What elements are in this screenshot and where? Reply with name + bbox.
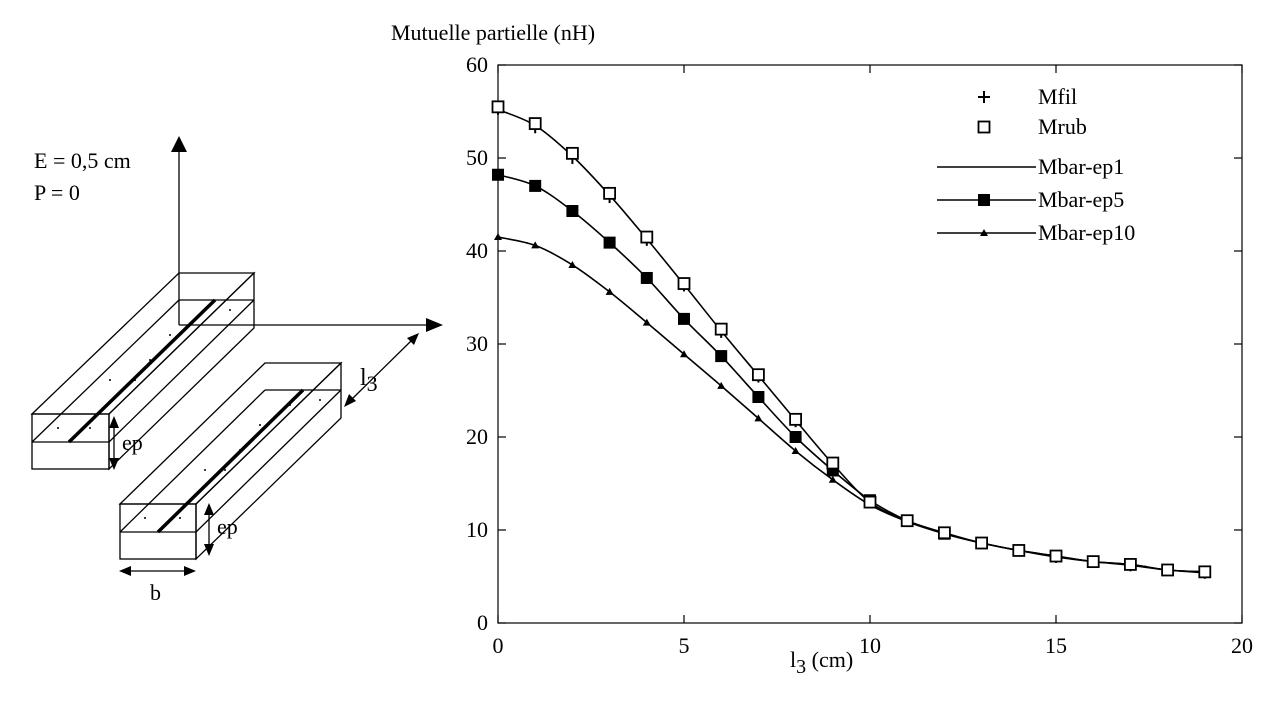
l3-arrow xyxy=(344,333,419,407)
data-point-mrub xyxy=(604,188,615,199)
plot-frame xyxy=(498,65,1242,623)
y-tick-label: 30 xyxy=(466,331,488,356)
data-point-mrub xyxy=(865,497,876,508)
data-point-mrub xyxy=(1199,566,1210,577)
y-tick-label: 40 xyxy=(466,238,488,263)
data-point-mbar-ep5 xyxy=(752,391,764,403)
data-point-mrub xyxy=(679,278,690,289)
data-point-mbar-ep5 xyxy=(604,237,616,249)
vertical-axis-arrowhead xyxy=(171,136,187,152)
legend-item: Mbar-ep10 xyxy=(937,220,1135,245)
data-point-mrub xyxy=(1162,564,1173,575)
data-point-mrub xyxy=(976,538,987,549)
series-mbar-ep1 xyxy=(498,110,1205,573)
data-point-mrub xyxy=(790,414,801,425)
legend-label: Mbar-ep10 xyxy=(1038,220,1135,245)
data-point-mrub xyxy=(1125,559,1136,570)
x-tick-label: 20 xyxy=(1231,633,1253,658)
x-tick-label: 10 xyxy=(859,633,881,658)
y-axis-title: Mutuelle partielle (nH) xyxy=(391,20,595,45)
legend-label: Mfil xyxy=(1038,84,1077,109)
bar-back xyxy=(32,273,254,469)
data-point-mrub xyxy=(493,101,504,112)
p-label: P = 0 xyxy=(34,180,80,205)
y-tick-label: 10 xyxy=(466,517,488,542)
data-point-mrub xyxy=(1051,551,1062,562)
legend-item: Mrub xyxy=(979,114,1087,139)
legend: Mfil Mrub Mbar-ep1 Mbar-ep5 Mbar-ep10 xyxy=(937,84,1135,245)
legend-marker xyxy=(979,122,990,133)
data-point-mrub xyxy=(1013,545,1024,556)
series-line-mbar-ep10 xyxy=(498,237,1205,572)
x-tick-label: 0 xyxy=(493,633,504,658)
legend-item: Mbar-ep1 xyxy=(937,154,1124,179)
e-label: E = 0,5 cm xyxy=(34,148,131,173)
l3-label: l3 xyxy=(360,365,378,396)
data-point-mbar-ep5 xyxy=(492,169,504,181)
b-arrow xyxy=(119,566,196,576)
b-label: b xyxy=(150,580,161,605)
series-line-mbar-ep1 xyxy=(498,110,1205,573)
data-point-mrub xyxy=(902,515,913,526)
y-tick-label: 20 xyxy=(466,424,488,449)
y-tick-label: 0 xyxy=(477,610,488,635)
ep-arrow-1 xyxy=(109,416,119,470)
data-point-mrub xyxy=(939,527,950,538)
x-tick-label: 5 xyxy=(679,633,690,658)
x-axis-title: l3 (cm) xyxy=(790,647,853,678)
series-mbar-ep10 xyxy=(494,233,1209,575)
line-chart: Mutuelle partielle (nH) 0 5 10 15 20 0 10 20 30 4… xyxy=(391,20,1253,678)
geometry-diagram: E = 0,5 cm P = 0 ep ep b l3 xyxy=(32,136,443,605)
data-point-mrub xyxy=(530,118,541,129)
y-tick-label: 50 xyxy=(466,145,488,170)
data-point-mbar-ep5 xyxy=(790,431,802,443)
legend-marker xyxy=(978,91,990,103)
data-point-mbar-ep10 xyxy=(568,261,576,268)
data-point-mbar-ep5 xyxy=(715,350,727,362)
data-point-mrub xyxy=(641,232,652,243)
data-point-mbar-ep5 xyxy=(566,205,578,217)
data-point-mrub xyxy=(827,458,838,469)
legend-label: Mbar-ep5 xyxy=(1038,187,1124,212)
data-point-mrub xyxy=(567,148,578,159)
ep-label-2: ep xyxy=(217,514,238,539)
data-point-mbar-ep5 xyxy=(641,272,653,284)
legend-label: Mrub xyxy=(1038,114,1087,139)
x-tick-label: 15 xyxy=(1045,633,1067,658)
data-point-mrub xyxy=(1088,556,1099,567)
ep-label-1: ep xyxy=(122,430,143,455)
legend-label: Mbar-ep1 xyxy=(1038,154,1124,179)
legend-marker xyxy=(978,194,990,206)
data-point-mbar-ep5 xyxy=(529,180,541,192)
legend-item: Mfil xyxy=(978,84,1077,109)
ep-arrow-2 xyxy=(204,503,214,556)
data-point-mrub xyxy=(753,369,764,380)
data-point-mbar-ep10 xyxy=(494,233,502,240)
legend-item: Mbar-ep5 xyxy=(937,187,1124,212)
data-point-mbar-ep5 xyxy=(678,313,690,325)
horizontal-axis-arrowhead xyxy=(426,318,443,332)
data-point-mrub xyxy=(716,324,727,335)
y-tick-label: 60 xyxy=(466,52,488,77)
